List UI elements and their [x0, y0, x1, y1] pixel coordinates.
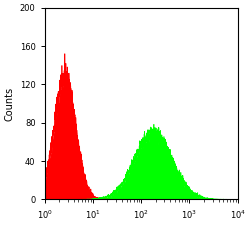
- Y-axis label: Counts: Counts: [4, 86, 14, 121]
